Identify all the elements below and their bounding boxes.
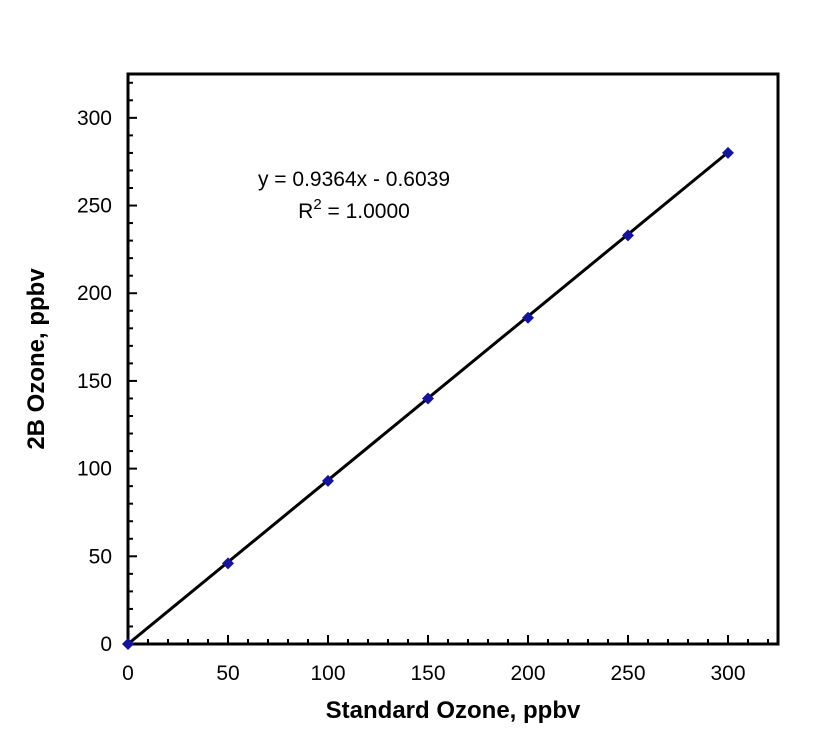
data-point-marker: [122, 638, 134, 650]
y-tick-label: 100: [77, 458, 112, 481]
y-tick-label: 300: [77, 107, 112, 130]
data-point-marker: [422, 392, 434, 405]
data-point-marker: [522, 311, 534, 324]
data-point-marker: [622, 229, 634, 242]
trendline-equation: y = 0.9364x - 0.6039: [258, 168, 450, 191]
y-axis-title: 2B Ozone, ppbv: [23, 268, 50, 450]
y-tick-label: 0: [100, 633, 112, 656]
data-point-marker: [222, 557, 234, 570]
x-tick-label: 150: [410, 662, 445, 685]
x-tick-label: 0: [122, 662, 134, 685]
y-tick-label: 250: [77, 195, 112, 218]
x-tick-label: 200: [510, 662, 545, 685]
x-tick-label: 100: [310, 662, 345, 685]
y-tick-label: 200: [77, 282, 112, 305]
data-point-marker: [322, 474, 334, 487]
x-tick-label: 250: [610, 662, 645, 685]
x-axis-title: Standard Ozone, ppbv: [326, 697, 581, 724]
r-squared-label: R2 = 1.0000: [298, 196, 410, 223]
data-point-marker: [722, 146, 734, 159]
x-tick-label: 50: [216, 662, 239, 685]
y-tick-label: 50: [89, 545, 112, 568]
plot-border: [126, 72, 780, 646]
y-tick-label: 150: [77, 370, 112, 393]
x-tick-label: 300: [710, 662, 745, 685]
